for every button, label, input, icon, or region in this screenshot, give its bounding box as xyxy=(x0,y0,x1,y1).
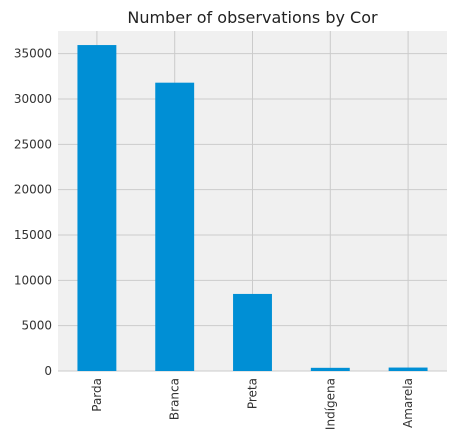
x-axis-ticks: Parda Branca Preta Indígena Amarela xyxy=(90,378,415,430)
y-tick-label: 5000 xyxy=(21,319,52,333)
y-tick-label: 20000 xyxy=(14,183,52,197)
bar-parda xyxy=(77,45,117,371)
x-tick-label: Indígena xyxy=(323,378,337,430)
x-tick-label: Parda xyxy=(90,378,104,412)
bars xyxy=(77,45,428,372)
bar-amarela xyxy=(388,367,428,371)
chart-title: Number of observations by Cor xyxy=(127,8,378,27)
y-tick-label: 35000 xyxy=(14,47,52,61)
y-tick-label: 25000 xyxy=(14,137,52,151)
bar-indigena xyxy=(310,367,350,371)
y-tick-label: 0 xyxy=(44,364,52,378)
x-tick-label: Amarela xyxy=(401,378,415,428)
bar-branca xyxy=(155,82,195,372)
y-tick-label: 10000 xyxy=(14,273,52,287)
bar-preta xyxy=(233,293,272,371)
y-tick-label: 30000 xyxy=(14,92,52,106)
y-axis-ticks: 0 5000 10000 15000 20000 25000 30000 35000 xyxy=(14,47,52,378)
x-tick-label: Branca xyxy=(168,378,182,420)
x-tick-label: Preta xyxy=(246,378,260,409)
y-tick-label: 15000 xyxy=(14,228,52,242)
